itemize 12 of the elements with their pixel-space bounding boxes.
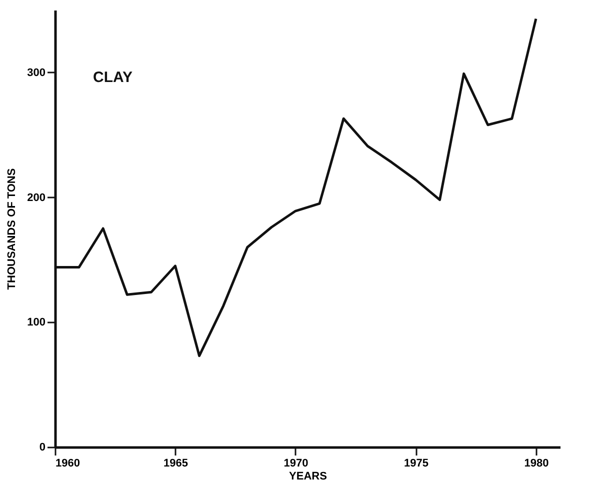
x-tick-label: 1975 [404,458,428,470]
y-tick-label: 200 [27,192,46,204]
x-tick-label: 1970 [284,458,308,470]
x-tick-label: 1980 [524,458,549,470]
y-axis-title: THOUSANDS OF TONS [6,168,18,290]
x-axis-title: YEARS [289,470,327,482]
y-tick-label: 100 [27,316,46,329]
y-tick-label: 300 [27,66,46,79]
x-tick-label: 1965 [163,458,188,470]
y-tick-label: 0 [39,442,46,454]
annotation: CLAY [93,69,132,86]
x-tick-label: 1960 [56,458,80,470]
